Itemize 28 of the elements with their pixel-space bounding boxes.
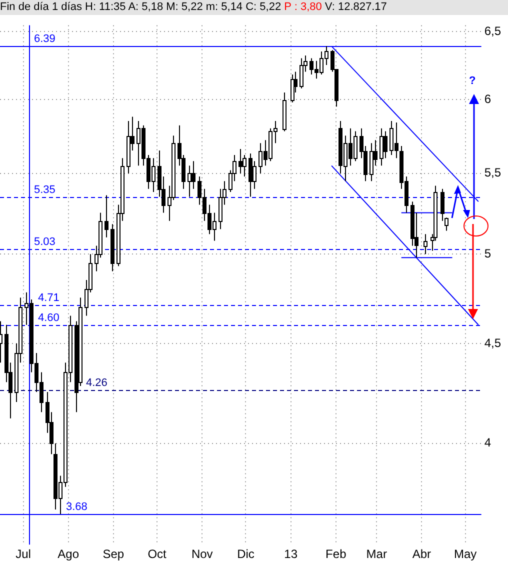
x-tick-label: Mar <box>366 547 387 562</box>
ref-line-label: 4.60 <box>38 312 60 324</box>
y-tick-label: 4 <box>484 436 492 450</box>
text: V: 12.827.17 <box>324 1 387 13</box>
y-tick-label: 5 <box>484 246 492 260</box>
ref-line-label: 5.35 <box>34 184 56 196</box>
chart-subtitle: P : 3,80 <box>284 1 322 13</box>
y-tick-label: 6 <box>484 92 492 106</box>
x-tick-label: Jul <box>16 547 31 562</box>
chart-title: Fin de día 1 días H: 11:35 A: 5,18 M: 5,22 m: 5,14 C: 5,22 <box>0 1 282 13</box>
x-tick-label: Abr <box>412 547 432 562</box>
annotation: ? <box>469 75 476 87</box>
x-tick-label: Feb <box>326 547 347 562</box>
y-tick-label: 5,5 <box>484 166 502 180</box>
x-tick-label: Nov <box>191 547 213 562</box>
x-tick-label: Sep <box>102 547 124 562</box>
ref-line-label: 4.26 <box>86 377 108 390</box>
x-tick-label: Dic <box>237 547 254 562</box>
x-tick-label: Oct <box>148 547 168 562</box>
x-tick-label: May <box>454 547 477 562</box>
y-tick-label: 4,5 <box>484 336 502 350</box>
ref-line-label: 3.68 <box>66 501 88 514</box>
x-tick-label: 13 <box>284 547 298 562</box>
ref-line-label: 6.39 <box>34 33 56 46</box>
x-tick-label: Ago <box>58 547 80 562</box>
ref-line-label: 4.71 <box>38 292 60 304</box>
ref-line-label: 5.03 <box>34 236 56 248</box>
y-tick-label: 6,5 <box>484 24 502 38</box>
